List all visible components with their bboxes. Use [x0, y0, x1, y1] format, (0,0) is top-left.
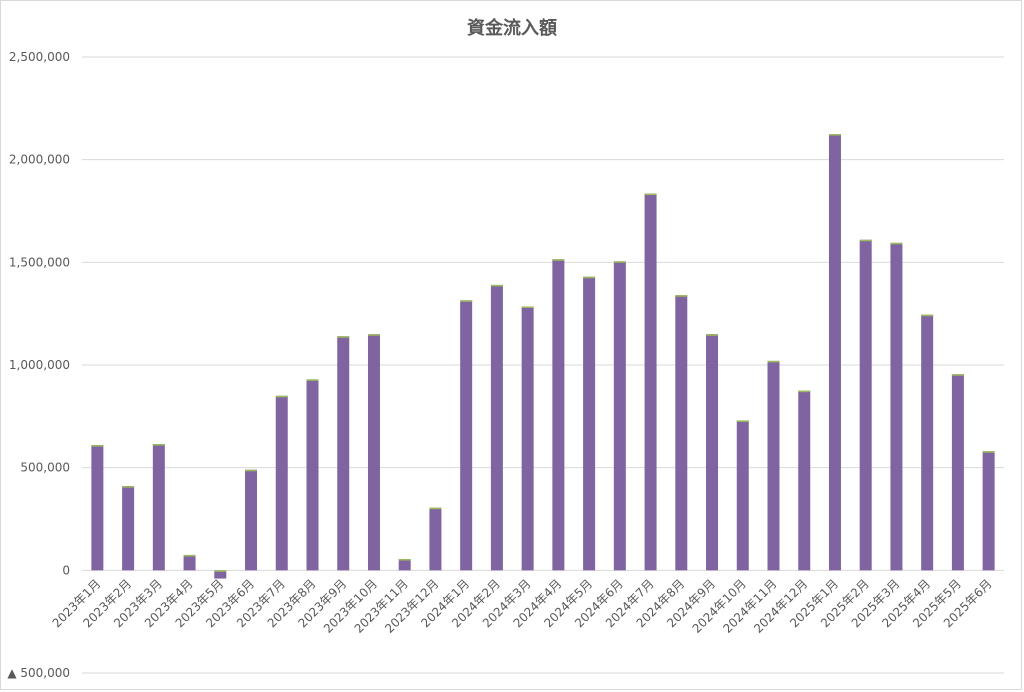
y-tick-label: 1,500,000 — [9, 255, 70, 269]
bar-cap — [460, 300, 473, 302]
bar-cap — [583, 276, 596, 279]
bar — [583, 276, 596, 571]
bar — [613, 261, 626, 571]
bar — [429, 507, 442, 571]
bar-cap — [337, 336, 350, 338]
bar-cap — [706, 334, 719, 336]
bar-cap — [736, 420, 749, 422]
bar-cap — [552, 259, 565, 261]
bar-cap — [183, 554, 196, 557]
bar-cap — [429, 507, 442, 510]
bar — [644, 193, 657, 571]
bar-cap — [828, 134, 841, 136]
bar — [767, 360, 780, 571]
bar-cap — [890, 242, 903, 245]
bar-cap — [613, 261, 626, 263]
bar — [490, 284, 503, 571]
bar-cap — [306, 379, 319, 381]
bar-cap — [767, 360, 780, 363]
bar — [91, 445, 104, 571]
bar-cap — [367, 334, 380, 336]
bar — [890, 242, 903, 571]
bar — [398, 559, 411, 571]
bar-cap — [152, 444, 165, 446]
bar — [152, 444, 165, 571]
bar — [367, 334, 380, 571]
y-tick-label: 2,500,000 — [9, 50, 70, 64]
bar — [337, 336, 350, 571]
bar — [306, 379, 319, 571]
bar — [828, 134, 841, 571]
y-axis-ticks: ▲ 500,000 0 500,000 1,000,000 1,500,000 2,000… — [7, 50, 70, 680]
bar — [460, 300, 473, 571]
bar-cap — [644, 193, 657, 196]
bar — [521, 306, 534, 571]
y-tick-label: 0 — [62, 563, 70, 577]
bar — [275, 395, 288, 571]
bar — [706, 334, 719, 571]
bar-cap — [921, 314, 934, 317]
bar-cap — [521, 306, 534, 308]
bar-cap — [798, 390, 811, 393]
bar-cap — [275, 395, 288, 398]
bar — [921, 314, 934, 571]
bar — [245, 469, 258, 571]
bar — [736, 420, 749, 571]
y-tick-label: ▲ 500,000 — [7, 666, 70, 680]
chart-title: 資金流入額 — [467, 17, 557, 39]
bar-cap — [951, 374, 964, 376]
y-tick-label: 2,000,000 — [9, 153, 70, 167]
bar — [982, 451, 995, 571]
bar — [214, 570, 227, 579]
bar — [122, 486, 135, 571]
bar-cap — [122, 486, 135, 488]
bar-cap — [490, 284, 503, 287]
bar-cap — [859, 239, 872, 242]
bars — [91, 134, 995, 579]
y-tick-label: 500,000 — [20, 461, 70, 475]
bar-cap — [398, 559, 411, 561]
y-tick-label: 1,000,000 — [9, 358, 70, 372]
bar-cap — [675, 295, 688, 297]
bar — [552, 259, 565, 571]
bar — [183, 554, 196, 571]
bar-cap — [91, 445, 104, 447]
bar — [859, 239, 872, 571]
bar — [675, 295, 688, 571]
bar-cap — [214, 570, 227, 572]
bar — [951, 374, 964, 571]
bar — [798, 390, 811, 571]
grid-lines — [82, 56, 1004, 674]
x-axis-ticks: 2023年1月2023年2月2023年3月2023年4月2023年5月2023年… — [50, 577, 995, 636]
bar-cap — [245, 469, 258, 472]
bar-cap — [982, 451, 995, 453]
